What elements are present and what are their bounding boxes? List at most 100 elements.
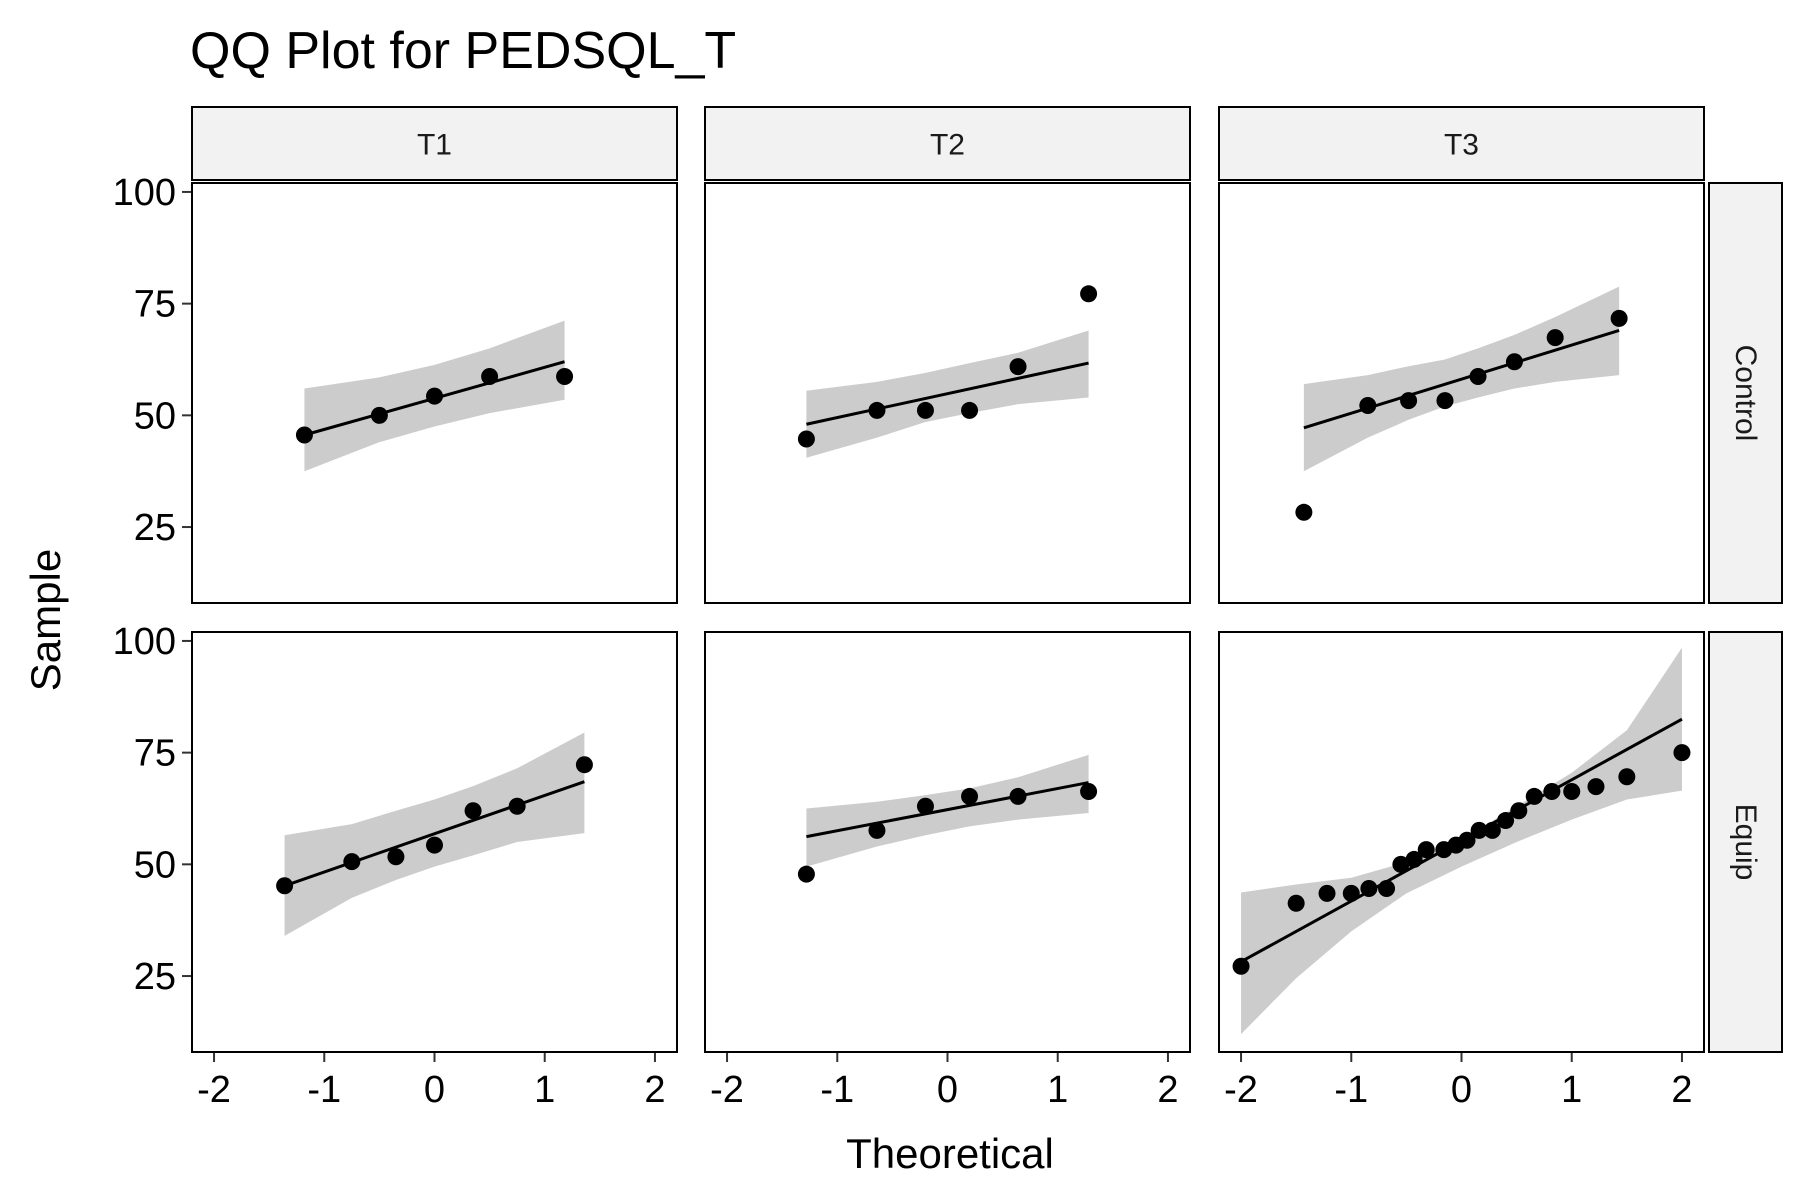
- panel-border: [191, 631, 678, 1053]
- data-point: [868, 821, 886, 839]
- data-point: [556, 367, 574, 385]
- x-axis-title: Theoretical: [846, 1130, 1054, 1177]
- y-axis-title: Sample: [22, 549, 69, 691]
- data-point: [1378, 879, 1396, 897]
- data-point: [1510, 802, 1528, 820]
- data-point: [1587, 778, 1605, 796]
- panel-t2-control: [704, 182, 1191, 604]
- panel-t2-equip: [704, 631, 1191, 1053]
- facet-strip-equip: [1708, 631, 1783, 1053]
- data-point: [1497, 812, 1515, 830]
- x-tick-label: 0: [937, 1069, 958, 1111]
- x-tick-label: -2: [1224, 1069, 1258, 1111]
- x-tick-label: 1: [534, 1069, 555, 1111]
- y-tick-label: 100: [113, 621, 176, 663]
- data-point: [1543, 783, 1561, 801]
- data-point: [1080, 285, 1098, 303]
- facet-strip-label: Equip: [1729, 804, 1762, 881]
- data-point: [1287, 894, 1305, 912]
- data-point: [295, 426, 313, 444]
- data-point: [1618, 768, 1636, 786]
- panel-border: [704, 182, 1191, 604]
- data-point: [276, 877, 294, 895]
- data-point: [1295, 503, 1313, 521]
- facet-strip-label: T1: [417, 129, 452, 162]
- data-point: [1505, 353, 1523, 371]
- data-point: [1469, 367, 1487, 385]
- x-tick-label: 1: [1047, 1069, 1068, 1111]
- data-point: [1009, 787, 1027, 805]
- panel-t3-control: [1218, 182, 1705, 604]
- y-tick-label: 100: [113, 172, 176, 214]
- data-point: [1342, 884, 1360, 902]
- x-tick-label: -1: [307, 1069, 341, 1111]
- data-point: [426, 836, 443, 854]
- data-point: [464, 802, 482, 820]
- y-tick-label: 75: [134, 733, 176, 775]
- x-tick-label: 1: [1561, 1069, 1582, 1111]
- data-point: [961, 401, 979, 419]
- panel-t1-control: [191, 182, 678, 604]
- data-point: [1360, 879, 1378, 897]
- reference-line: [806, 361, 1089, 426]
- panel-background: [705, 632, 1190, 1052]
- data-point: [916, 797, 934, 815]
- data-point: [1359, 397, 1377, 415]
- data-point: [481, 367, 499, 385]
- facet-strip-t2: [704, 106, 1191, 181]
- data-point: [1673, 744, 1691, 762]
- facet-strip-t3: [1218, 106, 1705, 181]
- data-point: [1563, 783, 1581, 801]
- y-tick-label: 75: [134, 284, 176, 326]
- data-point: [1232, 957, 1250, 975]
- facet-strip-label: T2: [930, 129, 965, 162]
- reference-line: [806, 781, 1089, 839]
- facet-strip-label: Control: [1729, 345, 1762, 442]
- data-point: [1436, 392, 1454, 410]
- data-point: [1009, 358, 1027, 376]
- data-point: [1483, 821, 1501, 839]
- reference-line: [1303, 329, 1620, 430]
- panel-t3-equip: [1218, 631, 1705, 1053]
- panel-border: [704, 631, 1191, 1053]
- x-tick-label: 2: [1671, 1069, 1692, 1111]
- data-point: [1080, 783, 1098, 801]
- x-tick-label: 2: [644, 1069, 665, 1111]
- data-point: [961, 787, 979, 805]
- plot-title: QQ Plot for PEDSQL_T: [190, 22, 736, 80]
- x-tick-label: -1: [820, 1069, 854, 1111]
- data-point: [868, 401, 886, 419]
- y-tick-label: 25: [134, 507, 176, 549]
- data-point: [343, 853, 361, 871]
- data-point: [1405, 850, 1423, 868]
- panel-border: [1218, 631, 1705, 1053]
- data-point: [1525, 787, 1543, 805]
- x-tick-label: 0: [1451, 1069, 1472, 1111]
- data-point: [1400, 392, 1418, 410]
- y-tick-label: 50: [134, 844, 176, 886]
- panel-border: [1218, 182, 1705, 604]
- data-point: [1392, 855, 1410, 873]
- reference-line: [284, 780, 585, 888]
- panel-t1-equip: [191, 631, 678, 1053]
- data-point: [1546, 329, 1564, 347]
- x-tick-label: 0: [424, 1069, 445, 1111]
- data-point: [426, 387, 443, 405]
- x-tick-label: -2: [197, 1069, 231, 1111]
- data-point: [575, 756, 593, 774]
- data-point: [1470, 821, 1488, 839]
- data-point: [508, 797, 526, 815]
- data-point: [1458, 831, 1476, 849]
- facet-strip-label: T3: [1444, 129, 1479, 162]
- facet-strip-control: [1708, 182, 1783, 604]
- panel-border: [191, 182, 678, 604]
- y-tick-label: 25: [134, 956, 176, 998]
- data-point: [1610, 309, 1628, 327]
- x-tick-label: -1: [1334, 1069, 1368, 1111]
- data-point: [387, 848, 405, 866]
- facet-strip-t1: [191, 106, 678, 181]
- x-tick-label: 2: [1157, 1069, 1178, 1111]
- data-point: [797, 430, 815, 448]
